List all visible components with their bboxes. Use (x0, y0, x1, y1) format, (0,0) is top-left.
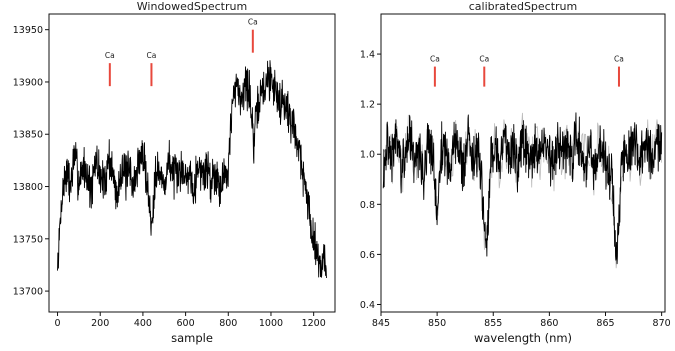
annotation-label: Ca (248, 18, 258, 27)
y-tick-label: 13800 (13, 182, 43, 193)
y-tick-label: 1.4 (360, 50, 375, 61)
annotation-label: Ca (614, 55, 624, 64)
x-tick-label: 200 (91, 318, 109, 329)
y-tick-label: 13750 (13, 234, 43, 245)
plot-frame (380, 13, 666, 313)
x-tick-label: 1200 (302, 318, 326, 329)
y-tick-label: 13850 (13, 130, 43, 141)
series-line (382, 112, 663, 265)
annotation-label: Ca (430, 55, 440, 64)
x-tick-label: 860 (540, 318, 558, 329)
chart-title: WindowedSpectrum (137, 0, 247, 13)
y-tick-label: 0.6 (360, 250, 375, 261)
annotation-label: Ca (105, 51, 115, 60)
series-line (57, 60, 327, 279)
y-tick-label: 13900 (13, 77, 43, 88)
annotation-label: Ca (147, 51, 157, 60)
y-tick-label: 13700 (13, 287, 43, 298)
x-tick-label: 865 (596, 318, 614, 329)
x-tick-label: 800 (219, 318, 237, 329)
x-axis-label: sample (171, 331, 213, 345)
y-tick-label: 1.0 (360, 150, 375, 161)
y-tick-label: 13950 (13, 25, 43, 36)
x-tick-label: 600 (177, 318, 195, 329)
x-tick-label: 0 (55, 318, 61, 329)
annotation-label: Ca (479, 55, 489, 64)
plot-frame (48, 13, 336, 313)
x-tick-label: 850 (428, 318, 446, 329)
x-tick-label: 870 (653, 318, 671, 329)
y-tick-label: 0.4 (360, 300, 375, 311)
x-tick-label: 1000 (259, 318, 283, 329)
y-tick-label: 0.8 (360, 200, 375, 211)
x-axis-label: wavelength (nm) (474, 331, 572, 345)
x-tick-label: 845 (372, 318, 390, 329)
calibrated-spectrum-panel: calibratedSpectrum Ca Ca Ca 0.4 0.6 0.8 1.0 1.2 1… (360, 0, 671, 345)
y-tick-label: 1.2 (360, 100, 375, 111)
chart-title: calibratedSpectrum (469, 0, 578, 13)
x-tick-label: 855 (484, 318, 502, 329)
x-tick-label: 400 (134, 318, 152, 329)
